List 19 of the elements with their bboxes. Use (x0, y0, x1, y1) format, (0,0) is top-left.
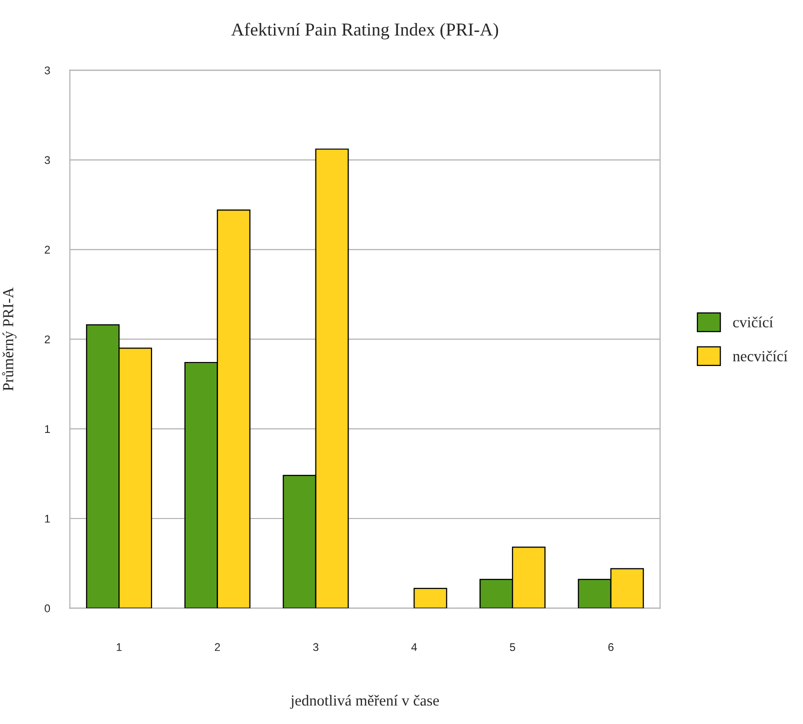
y-axis-title: Průměrný PRI-A (2, 287, 16, 391)
x-tick-label: 5 (510, 643, 516, 652)
y-tick-label: 1 (45, 425, 50, 433)
x-tick-label: 6 (608, 643, 614, 652)
x-tick-label: 1 (116, 643, 122, 651)
y-tick-label: 2 (44, 246, 50, 254)
y-tick-label: 3 (44, 156, 50, 164)
y-tick-label: 3 (44, 66, 50, 74)
legend-label: necvičící (732, 350, 788, 362)
y-tick-label: 1 (45, 514, 50, 523)
x-tick-label: 4 (411, 643, 417, 651)
legend-label: cvičící (733, 316, 774, 328)
x-tick-label: 2 (214, 643, 220, 651)
bar (414, 588, 448, 608)
y-tick-label: 2 (44, 335, 50, 344)
x-axis-title: jednotlivá měření v čase (290, 694, 439, 709)
x-tick-label: 3 (313, 643, 318, 652)
chart-title: Afektivní Pain Rating Index (PRI-A) (231, 22, 498, 40)
y-tick-label: 0 (44, 604, 50, 612)
